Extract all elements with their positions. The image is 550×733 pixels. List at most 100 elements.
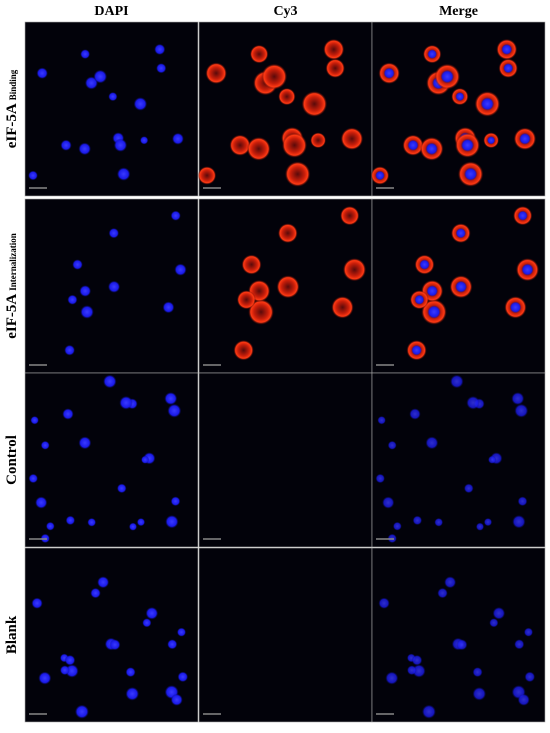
- nucleus: [170, 496, 181, 507]
- nucleus: [375, 170, 385, 181]
- nucleus: [524, 671, 536, 683]
- nucleus: [170, 210, 181, 221]
- nucleus: [523, 627, 534, 637]
- nucleus: [409, 408, 421, 420]
- nucleus: [514, 639, 525, 650]
- nucleus: [78, 142, 91, 156]
- row-label-main: Control: [4, 435, 20, 485]
- nucleus: [455, 92, 465, 102]
- nucleus: [80, 49, 91, 59]
- row-label: eIF-5A Internalization: [4, 233, 20, 339]
- nucleus: [377, 416, 386, 425]
- cell-membrane: [229, 134, 251, 156]
- nucleus: [475, 522, 485, 531]
- cell-membrane: [342, 258, 367, 282]
- nucleus: [97, 576, 110, 589]
- nucleus: [93, 69, 108, 84]
- cell-membrane: [340, 127, 364, 151]
- nucleus: [480, 97, 495, 111]
- nucleus: [109, 639, 121, 651]
- panel-background: [24, 21, 199, 197]
- nucleus: [172, 132, 184, 145]
- micrograph: [371, 547, 546, 723]
- cell-membrane: [246, 136, 271, 161]
- nucleus: [385, 671, 399, 685]
- panel-background: [198, 372, 373, 548]
- cell-membrane: [261, 63, 288, 90]
- cell-membrane: [325, 58, 345, 78]
- micrograph: [198, 372, 373, 548]
- nucleus: [503, 63, 514, 74]
- nucleus: [64, 654, 76, 666]
- nucleus: [519, 132, 531, 145]
- cell-membrane: [233, 340, 254, 361]
- nucleus: [103, 374, 117, 389]
- cell-membrane: [276, 275, 300, 299]
- nucleus: [64, 344, 75, 356]
- row-label-main: eIF-5A: [4, 294, 20, 339]
- nucleus: [411, 344, 422, 356]
- nucleus: [455, 227, 467, 239]
- row-label-main: Blank: [4, 615, 20, 654]
- panel-background: [198, 547, 373, 723]
- micrograph: [198, 198, 373, 374]
- nucleus: [156, 63, 167, 74]
- nucleus: [489, 618, 499, 628]
- row-label-main: eIF-5A: [4, 103, 20, 148]
- nucleus: [440, 69, 455, 84]
- nucleus: [145, 607, 159, 620]
- nucleus: [486, 136, 496, 145]
- cell-membrane: [241, 254, 262, 275]
- cell-membrane: [277, 223, 298, 244]
- nucleus: [382, 496, 395, 509]
- panel-background: [371, 21, 546, 197]
- nucleus: [472, 667, 483, 678]
- micrograph: [198, 547, 373, 723]
- nucleus: [35, 496, 48, 509]
- nucleus: [512, 515, 526, 529]
- cell-membrane: [197, 166, 217, 185]
- nucleus: [392, 521, 402, 531]
- column-header: Merge: [439, 4, 478, 19]
- nucleus: [425, 436, 439, 450]
- column-header: Cy3: [273, 4, 297, 19]
- nucleus: [116, 483, 127, 494]
- nucleus: [170, 693, 183, 706]
- nucleus: [434, 517, 444, 527]
- nucleus: [141, 455, 150, 464]
- nucleus: [65, 515, 76, 526]
- cell-membrane: [236, 290, 257, 310]
- nucleus: [128, 522, 138, 531]
- nucleus: [383, 67, 395, 79]
- nucleus: [463, 483, 474, 494]
- cell-membrane: [249, 44, 269, 64]
- nucleus: [492, 607, 506, 620]
- nucleus: [45, 521, 55, 531]
- cell-membrane: [284, 161, 311, 187]
- nucleus: [521, 263, 534, 276]
- micrograph: [24, 547, 199, 723]
- nucleus: [133, 97, 148, 111]
- column-header: DAPI: [94, 4, 128, 19]
- nucleus: [174, 263, 187, 276]
- nucleus: [62, 408, 74, 420]
- nucleus: [511, 392, 525, 406]
- cell-membrane: [323, 38, 345, 60]
- nucleus: [450, 374, 464, 389]
- cell-membrane: [301, 91, 328, 117]
- nucleus: [136, 517, 146, 527]
- row-label: Blank: [4, 615, 20, 654]
- nucleus: [36, 67, 48, 79]
- nucleus: [427, 49, 438, 59]
- panel-background: [198, 21, 373, 197]
- nucleus: [113, 138, 128, 152]
- nucleus: [514, 403, 529, 418]
- row-label-sub: Binding: [8, 69, 18, 100]
- cell-membrane: [340, 205, 360, 226]
- nucleus: [472, 687, 487, 701]
- nucleus: [411, 654, 423, 666]
- nucleus: [437, 587, 448, 599]
- nucleus: [108, 92, 118, 102]
- nucleus: [375, 473, 385, 484]
